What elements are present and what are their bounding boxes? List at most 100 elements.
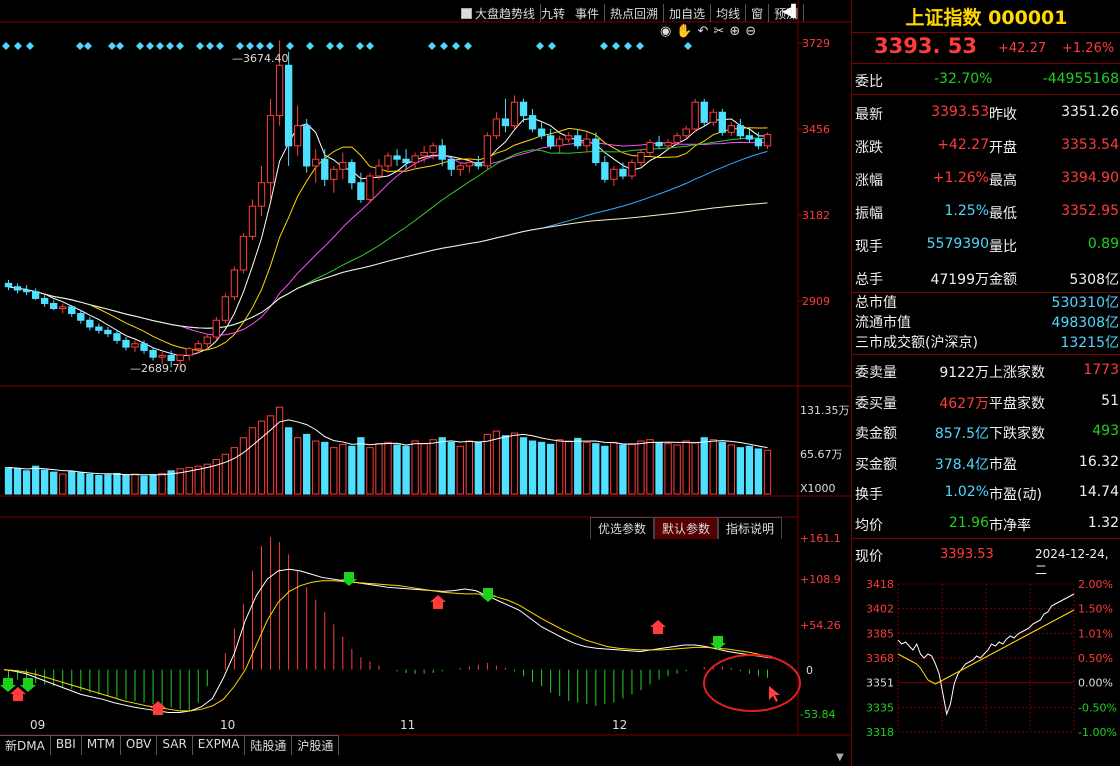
- candle-body: [31, 291, 40, 299]
- toolbar-moving-average[interactable]: 均线: [711, 4, 747, 22]
- signal-diamond: [366, 42, 374, 50]
- quote-label: 量比: [989, 239, 1017, 255]
- candle-body: [691, 101, 699, 130]
- signal-diamond: [428, 42, 436, 50]
- chart-toolbar: 大盘趋势线 九转 事件 热点回溯 加自选 均线 窗 预测: [456, 4, 805, 22]
- volume-bar: [682, 440, 690, 495]
- mini-right-axis-label: -1.00%: [1078, 726, 1117, 739]
- mini-left-axis-label: 3402: [866, 603, 894, 616]
- volume-bar: [384, 441, 392, 495]
- tab-dma[interactable]: 新DMA: [0, 735, 51, 755]
- candle-body: [537, 128, 546, 137]
- volume-bar: [339, 443, 347, 495]
- volume-bar: [303, 433, 311, 495]
- signal-diamond: [636, 42, 644, 50]
- macd-axis-label: +161.1: [800, 532, 841, 545]
- tab-expma[interactable]: EXPMA: [192, 735, 246, 755]
- volume-bar: [330, 447, 338, 495]
- market-cap-label: 流通市值: [855, 315, 911, 331]
- tab-obv[interactable]: OBV: [120, 735, 158, 755]
- candle-body: [655, 141, 663, 147]
- hand-icon[interactable]: ✋: [676, 24, 693, 39]
- market-cap-value: 13215亿: [1060, 335, 1119, 351]
- toolbar-add-watchlist[interactable]: 加自选: [664, 4, 712, 22]
- intraday-average-line: [897, 609, 1075, 685]
- intraday-mini-chart[interactable]: 3418 2.00% 3402 1.50% 3385 1.01% 3368 0.50% 3351…: [852, 572, 1120, 762]
- volume-bar: [77, 472, 85, 495]
- volume-bar: [176, 468, 184, 495]
- volume-bar: [113, 472, 121, 495]
- tab-hk-connect-north[interactable]: 陆股通: [245, 735, 293, 755]
- price-axis-label: 3182: [802, 209, 830, 222]
- sell-signal-arrow: [20, 678, 36, 692]
- signal-diamond: [326, 42, 334, 50]
- tab-mtm[interactable]: MTM: [81, 735, 121, 755]
- volume-bar: [655, 441, 663, 495]
- volume-bar: [149, 474, 157, 495]
- volume-bar: [519, 437, 528, 495]
- month-label: 10: [220, 718, 236, 732]
- intraday-price-line: [897, 593, 1075, 716]
- collapse-arrow-icon[interactable]: ◀▌: [782, 4, 801, 18]
- kline-chart[interactable]: [0, 0, 851, 766]
- signal-diamond: [146, 42, 154, 50]
- index-code: 000001: [988, 7, 1068, 29]
- zoom-out-icon[interactable]: ⊖: [745, 24, 757, 39]
- toolbar-forecast[interactable]: 预测: [769, 4, 805, 22]
- volume-bar: [592, 443, 600, 495]
- volume-bar: [230, 447, 239, 495]
- eye-icon[interactable]: ◉: [660, 24, 672, 39]
- quote-value: 5579390: [926, 236, 989, 252]
- signal-diamond: [286, 42, 294, 50]
- signal-diamond: [176, 42, 184, 50]
- order-label: 下跌家数: [989, 426, 1045, 442]
- indicator-help-button[interactable]: 指标说明: [718, 517, 783, 539]
- tab-bbi[interactable]: BBI: [50, 735, 82, 755]
- market-cap-row: 流通市值 498308亿: [852, 304, 1120, 331]
- candle-body: [104, 329, 112, 335]
- scissors-icon[interactable]: ✂: [713, 24, 725, 39]
- low-label: —2689.70: [130, 362, 187, 375]
- toolbar-hotspot-replay[interactable]: 热点回溯: [605, 4, 665, 22]
- toolbar-window[interactable]: 窗: [746, 4, 770, 22]
- price-axis-label: 3456: [802, 123, 830, 136]
- volume-bar: [402, 445, 410, 495]
- volume-bar: [131, 473, 139, 495]
- chart-area[interactable]: 大盘趋势线 九转 事件 热点回溯 加自选 均线 窗 预测 ◀▌ ◉ ✋ ↶ ✂ …: [0, 0, 851, 766]
- scroll-down-icon[interactable]: ▼: [836, 752, 844, 763]
- quote-value: 3351.26: [1061, 104, 1119, 120]
- tab-sar[interactable]: SAR: [157, 735, 193, 755]
- candle-body: [447, 158, 455, 170]
- order-row: 买金额 378.4亿 市盈 16.32: [852, 446, 1120, 479]
- price-change-pct: +1.26%: [1062, 41, 1115, 56]
- candle-body: [348, 162, 356, 184]
- volume-bar: [610, 441, 618, 495]
- toolbar-events[interactable]: 事件: [570, 4, 606, 22]
- volume-bar: [104, 474, 112, 495]
- indicator-tabs: 新DMA BBI MTM OBV SAR EXPMA 陆股通 沪股通: [0, 735, 340, 755]
- volume-bar: [420, 443, 428, 495]
- toolbar-nine-turn[interactable]: 九转: [541, 7, 566, 21]
- volume-bar: [248, 427, 257, 495]
- volume-bar: [754, 448, 763, 495]
- volume-bar: [474, 441, 483, 495]
- signal-diamond: [600, 42, 608, 50]
- candle-body: [140, 343, 148, 351]
- volume-bar: [583, 441, 591, 495]
- candle-body: [483, 135, 492, 167]
- volume-axis-label: 65.67万: [800, 448, 843, 461]
- default-params-button[interactable]: 默认参数: [654, 517, 719, 539]
- undo-icon[interactable]: ↶: [697, 24, 709, 39]
- candle-body: [727, 125, 736, 133]
- quote-value: 1.25%: [944, 203, 989, 219]
- zoom-in-icon[interactable]: ⊕: [729, 24, 741, 39]
- tab-sh-connect[interactable]: 沪股通: [292, 735, 340, 755]
- preferred-params-button[interactable]: 优选参数: [590, 517, 655, 539]
- candle-body: [248, 205, 257, 237]
- toolbar-trend-line[interactable]: 大盘趋势线: [456, 4, 542, 22]
- quote-label: 开盘: [989, 140, 1017, 156]
- mini-date: 2024-12-24,二: [1035, 547, 1109, 577]
- order-row: 委买量 4627万 平盘家数 51: [852, 385, 1120, 418]
- volume-bar: [50, 471, 58, 495]
- order-value: 9122万: [939, 365, 989, 381]
